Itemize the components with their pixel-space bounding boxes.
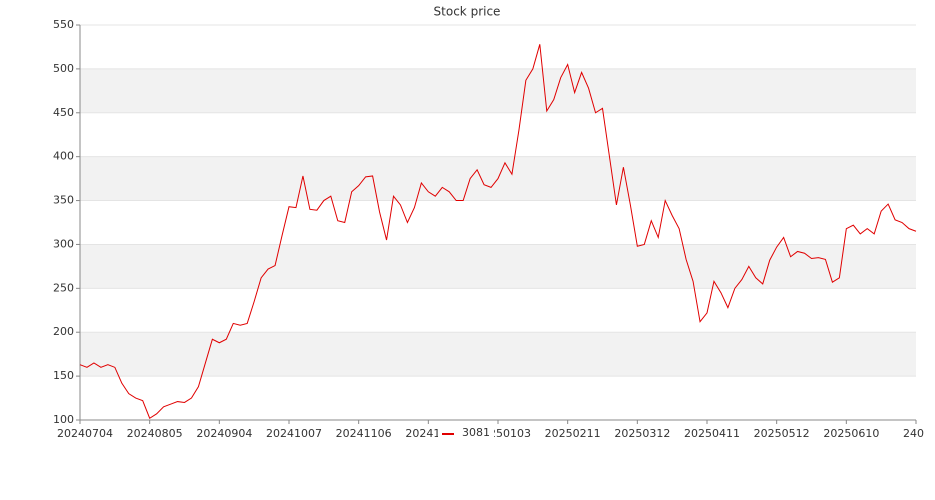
grid-band	[80, 68, 916, 113]
y-tick-label: 500	[53, 62, 74, 75]
y-tick-label: 400	[53, 150, 74, 163]
y-tick-label: 550	[53, 18, 74, 31]
grid-band	[80, 332, 916, 377]
x-tick-label: 240	[903, 427, 924, 440]
x-tick-label: 20240704	[57, 427, 113, 440]
x-tick-label: 20240805	[127, 427, 183, 440]
x-tick-label: 20241106	[336, 427, 392, 440]
legend-label: 3081	[462, 426, 490, 439]
legend-box	[438, 425, 494, 441]
y-tick-label: 250	[53, 281, 74, 294]
x-tick-label: 20250211	[545, 427, 601, 440]
x-tick-label: 20240904	[196, 427, 252, 440]
x-tick-label: 20250610	[823, 427, 879, 440]
y-tick-label: 450	[53, 106, 74, 119]
x-tick-label: 20250512	[754, 427, 810, 440]
grid-band	[80, 244, 916, 289]
y-tick-label: 300	[53, 237, 74, 250]
chart-title: Stock price	[434, 5, 501, 19]
y-tick-label: 200	[53, 325, 74, 338]
y-tick-label: 150	[53, 369, 74, 382]
y-tick-label: 350	[53, 194, 74, 207]
x-tick-label: 20250411	[684, 427, 740, 440]
x-tick-label: 20241007	[266, 427, 322, 440]
price-line	[79, 44, 917, 419]
x-tick-label: 20250312	[614, 427, 670, 440]
y-tick-label: 100	[53, 413, 74, 426]
